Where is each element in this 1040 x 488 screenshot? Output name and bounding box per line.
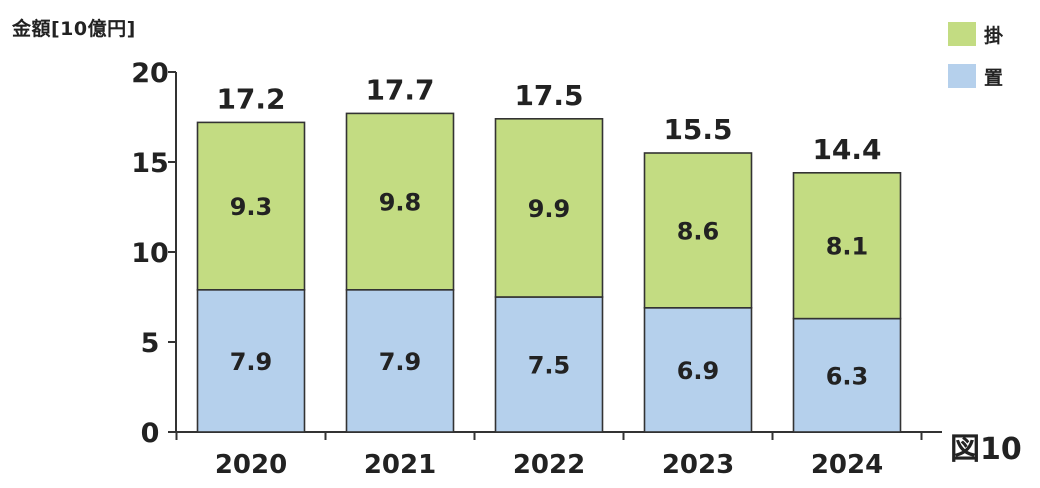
bar-oki-2024 (792, 317, 902, 433)
x-tick-label-2021: 2021 (364, 450, 436, 480)
data-label-oki-2023: 6.9 (677, 357, 720, 385)
y-tick-label-0: 0 (141, 418, 160, 449)
y-tick-label-15: 15 (131, 148, 169, 179)
x-tick-label-2023: 2023 (662, 450, 734, 480)
total-label-2024: 14.4 (812, 133, 881, 166)
figure-label: 図10 (950, 432, 1022, 467)
bar-oki-2023 (643, 306, 753, 433)
data-label-kake-2023: 8.6 (677, 217, 720, 245)
data-label-kake-2021: 9.8 (379, 189, 422, 217)
legend-swatch-kake (948, 22, 976, 46)
bar-oki-2020 (196, 288, 306, 433)
data-label-kake-2024: 8.1 (826, 233, 869, 261)
data-label-kake-2022: 9.9 (528, 195, 571, 223)
bar-kake-2024 (792, 172, 902, 320)
bar-kake-2023 (643, 152, 753, 309)
data-label-oki-2024: 6.3 (826, 362, 869, 390)
bar-oki-2021 (345, 288, 455, 433)
data-label-oki-2020: 7.9 (230, 348, 273, 376)
legend: 掛 置 (948, 18, 1003, 102)
y-tick-label-10: 10 (131, 238, 169, 269)
y-tick-label-20: 20 (131, 58, 169, 89)
total-label-2023: 15.5 (663, 113, 732, 146)
bar-kake-2021 (345, 112, 455, 291)
y-axis-label: 金額[10億円] (12, 18, 136, 40)
bar-kake-2020 (196, 121, 306, 291)
bar-kake-2022 (494, 118, 604, 298)
legend-item-kake: 掛 (948, 18, 1003, 50)
x-tick-label-2022: 2022 (513, 450, 585, 480)
data-label-oki-2021: 7.9 (379, 348, 422, 376)
x-tick-label-2024: 2024 (811, 450, 883, 480)
legend-item-oki: 置 (948, 60, 1003, 92)
legend-swatch-oki (948, 64, 976, 88)
y-tick-label-5: 5 (141, 328, 160, 359)
total-label-2021: 17.7 (365, 73, 434, 106)
data-label-kake-2020: 9.3 (230, 193, 273, 221)
x-tick-label-2020: 2020 (215, 450, 287, 480)
total-label-2020: 17.2 (216, 82, 285, 115)
data-label-oki-2022: 7.5 (528, 352, 571, 380)
bar-oki-2022 (494, 296, 604, 433)
legend-label-oki: 置 (984, 66, 1004, 89)
legend-label-kake: 掛 (984, 24, 1004, 47)
total-label-2022: 17.5 (514, 79, 583, 112)
